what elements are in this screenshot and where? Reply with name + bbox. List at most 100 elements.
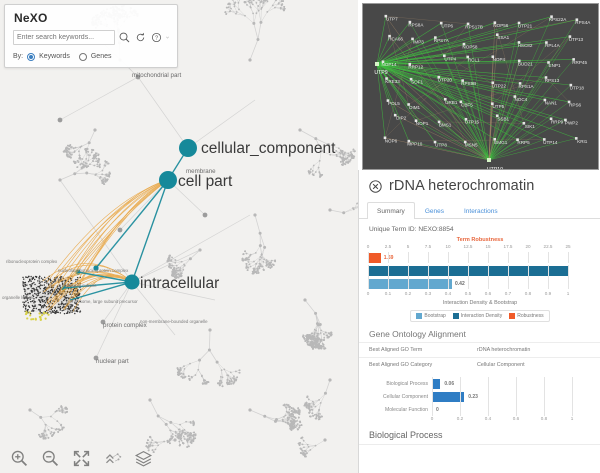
gene-label[interactable]: UTP15 [465,120,480,125]
zoom-in-icon[interactable] [10,449,29,468]
gene-label[interactable]: POL5 [388,101,400,106]
gene-label[interactable]: SSA1 [497,35,509,40]
gene-label[interactable]: BUD21 [518,61,533,66]
gene-label[interactable]: NOP14 [381,62,397,67]
radio-genes[interactable] [78,53,87,61]
help-icon[interactable]: ? [150,31,163,44]
tab-summary[interactable]: Summary [367,202,415,219]
gene-label[interactable]: KRI1 [577,139,588,144]
node-cell-part[interactable] [159,171,177,189]
gene-label[interactable]: BMS1 [439,122,452,127]
biological-process-title: Biological Process [359,424,600,445]
axis-tick: 0 [366,244,370,249]
ontology-network-svg[interactable]: cellular_component cell part intracellul… [0,0,358,473]
gene-label[interactable]: UTP6 [441,24,453,29]
gene-label[interactable]: DIP2 [396,116,407,121]
gene-label[interactable]: RPL4A [545,43,560,48]
gene-label[interactable]: NOP4 [493,57,506,62]
gene-label[interactable]: UTP9 [374,70,387,76]
gene-label[interactable]: EMG1 [494,140,507,145]
gene-label[interactable]: UTP20 [438,78,453,83]
gene-label[interactable]: RPS4A [575,20,591,25]
gene-label[interactable]: RPS17B [465,24,483,29]
node-intracellular[interactable] [124,274,140,290]
robustness-axis: 0 2.5 5 7.5 10 12.5 15 17.5 20 22.5 25 [366,244,592,252]
ontology-network-canvas[interactable]: cellular_component cell part intracellul… [0,0,358,473]
tab-genes[interactable]: Genes [424,208,444,215]
gene-interaction-network[interactable]: UTP7 RPS8A UTP6 RPS17B NOP56 UTP21 RPS22A RPS4A… [362,3,599,170]
gene-label[interactable]: RPS22A [549,17,568,22]
gene-label[interactable]: MSN5 [465,143,478,148]
gene-label[interactable]: RRP45 [572,60,587,65]
bar-value-molecular-function: 0 [436,406,439,413]
gene-label[interactable]: URB1 [445,100,458,105]
gene-label[interactable]: SOF1 [411,80,423,85]
legend-label-robustness: Robustness [517,313,544,319]
gene-label[interactable]: UTP18 [570,86,585,91]
gene-label[interactable]: CBF5 [461,102,473,107]
gene-label[interactable]: UTP5 [492,104,504,109]
gridline [468,265,469,289]
layers-icon[interactable] [134,449,153,468]
go-value-term: rDNA heterochromatin [477,347,531,353]
gene-label[interactable]: IMP3 [413,39,424,44]
search-panel[interactable]: NeXO ? By: [4,4,178,68]
gene-label[interactable]: HSC82 [518,43,533,48]
axis-tick: 5 [406,244,410,249]
gene-label[interactable]: RPS6 [569,102,581,107]
search-icon[interactable] [118,31,131,44]
term-summary-panel: rDNA heterochromatin Summary Genes Inter… [358,170,600,473]
gene-label[interactable]: RPS9B [461,81,476,86]
gene-network-svg[interactable]: UTP7 RPS8A UTP6 RPS17B NOP56 UTP21 RPS22A RPS4A… [363,4,598,169]
axis-tick: 0.2 [456,416,464,421]
gene-label[interactable]: PWP2 [565,120,578,125]
collapse-network-icon[interactable] [103,449,122,468]
gene-label[interactable]: NOC4 [514,97,527,102]
gene-label[interactable]: NOP1 [416,121,429,126]
gene-label[interactable]: RCL1 [468,57,480,62]
network-toolbar[interactable] [0,443,358,473]
gene-label[interactable]: UTP7 [386,17,398,22]
search-mode-group[interactable]: By: Keywords Genes [13,52,169,61]
gene-label[interactable]: DIM1 [409,105,420,110]
summary-tabs[interactable]: Summary Genes Interactions [359,201,600,219]
gene-label[interactable]: HCA66 [388,37,403,42]
label-cellular-component: cellular_component [201,140,336,157]
tab-interactions[interactable]: Interactions [463,208,498,215]
gene-label[interactable]: UTP22 [492,83,507,88]
search-input[interactable] [13,30,115,45]
gene-label[interactable]: UTP8 [435,143,447,148]
gene-label[interactable]: RPS1A [519,84,535,89]
refresh-icon[interactable] [134,31,147,44]
gene-label[interactable]: RPS13 [545,78,560,83]
gene-label[interactable]: NOP56 [493,23,509,28]
fit-to-screen-icon[interactable] [72,449,91,468]
gene-label[interactable]: UTP21 [518,23,533,28]
gene-label[interactable]: UTP4 [444,56,456,61]
gene-label[interactable]: RPS8A [408,23,424,28]
gene-label[interactable]: ENP1 [549,63,561,68]
chevron-down-icon[interactable] [166,33,169,42]
close-circle-icon[interactable] [368,179,383,194]
label-nuclear-part: nuclear part [96,358,129,365]
zoom-out-icon[interactable] [41,449,60,468]
radio-keywords[interactable] [27,53,36,61]
gene-label[interactable]: RRP5 [517,140,530,145]
gene-label[interactable]: RRP12 [408,65,423,70]
gene-label[interactable]: NAN1 [545,100,558,105]
gene-label[interactable]: KRE33 [385,79,400,84]
go-row-term: Best Aligned GO Term rDNA heterochromati… [359,342,600,357]
gene-label[interactable]: UTP13 [569,37,584,42]
gene-label[interactable]: NOP58 [462,45,478,50]
node-cellular-component[interactable] [179,139,197,157]
axis-tick: 10 [445,244,451,249]
gene-label[interactable]: RRP9 [551,119,564,124]
gene-label[interactable]: MPP10 [407,142,423,147]
gene-label[interactable]: SIK1 [525,124,535,129]
gene-label[interactable]: NOP6 [385,138,398,143]
gene-label[interactable]: SSB1 [497,116,509,121]
gene-label[interactable]: UTP10 [487,167,503,169]
go-category-chart: Biological Process 0.06 Cellular Compone… [359,377,600,424]
gene-label[interactable]: RPS7A [434,38,450,43]
gene-label[interactable]: UTP14 [543,140,558,145]
